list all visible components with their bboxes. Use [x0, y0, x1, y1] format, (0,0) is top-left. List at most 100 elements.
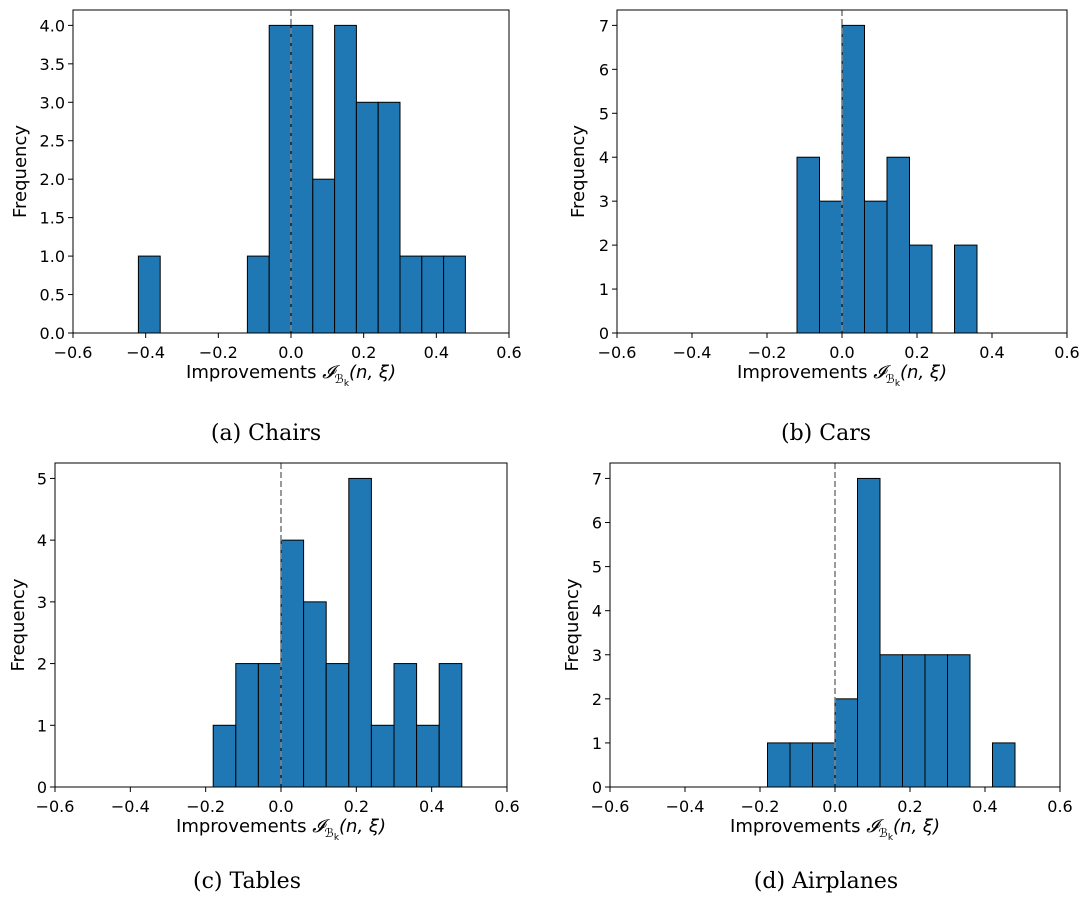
x-tick-label: 0.6	[496, 343, 521, 362]
y-tick-label: 3	[37, 593, 47, 612]
histogram-bar	[212, 724, 237, 788]
histogram-bar	[377, 101, 401, 334]
subfigure-caption: (d) Airplanes	[754, 869, 898, 894]
x-tick-label: −0.4	[126, 343, 165, 362]
y-axis-label: Frequency	[568, 125, 589, 218]
histogram-bar	[438, 663, 463, 788]
x-tick-label: 0.2	[904, 343, 929, 362]
y-tick-label: 0.0	[40, 324, 65, 343]
x-tick-label: 0.6	[494, 797, 519, 816]
histogram-bar	[789, 742, 813, 788]
histogram-bar	[399, 255, 423, 334]
x-axis-label: Improvements 𝓘ℬk(n, ξ)	[186, 362, 396, 389]
histogram-bar	[819, 200, 843, 334]
x-axis-label: Improvements 𝓘ℬk(n, ξ)	[730, 816, 940, 843]
y-tick-label: 6	[592, 514, 602, 533]
histogram-bar	[334, 24, 357, 334]
y-tick-label: 0	[37, 778, 47, 797]
x-tick-label: 0.2	[897, 797, 922, 816]
x-tick-label: −0.4	[111, 797, 150, 816]
x-tick-label: 0.2	[344, 797, 369, 816]
histogram-bar	[864, 200, 888, 334]
x-tick-label: 0.4	[424, 343, 449, 362]
y-tick-label: 3.0	[40, 93, 65, 112]
y-tick-label: 5	[37, 469, 47, 488]
histogram-bar	[280, 539, 305, 788]
histogram-bar	[312, 178, 336, 334]
subfigure-caption: (b) Cars	[781, 421, 871, 446]
y-tick-label: 5	[592, 558, 602, 577]
x-tick-label: 0.0	[268, 797, 293, 816]
y-tick-label: 0	[599, 324, 609, 343]
x-tick-label: 0.6	[1047, 797, 1072, 816]
subfigure-caption: (c) Tables	[193, 869, 301, 894]
histogram-bar	[886, 156, 910, 334]
histogram-bar	[834, 698, 858, 788]
x-tick-label: 0.0	[829, 343, 854, 362]
x-tick-label: 0.4	[972, 797, 997, 816]
y-tick-label: 1.5	[40, 209, 65, 228]
x-tick-label: −0.2	[748, 343, 787, 362]
x-tick-label: 0.4	[419, 797, 444, 816]
y-tick-label: 2.5	[40, 132, 65, 151]
y-tick-label: 0.5	[40, 286, 65, 305]
x-tick-label: −0.6	[54, 343, 93, 362]
histogram-bar	[303, 601, 327, 788]
y-tick-label: 5	[599, 104, 609, 123]
chart-panel-2: −0.6 −0.4 −0.2 0.0 0.2 0.4 0.6 0 1 2 3 4 5 6 7 Frequenc…	[568, 9, 1080, 446]
y-tick-label: 3	[599, 192, 609, 211]
y-tick-label: 1	[599, 280, 609, 299]
x-tick-label: −0.4	[666, 797, 705, 816]
histogram-bar	[421, 255, 445, 334]
histogram-bar	[370, 724, 395, 788]
x-tick-label: −0.6	[598, 343, 637, 362]
y-tick-label: 3	[592, 646, 602, 665]
y-tick-label: 1	[592, 734, 602, 753]
y-tick-label: 2	[37, 655, 47, 674]
histogram-bar	[857, 477, 881, 788]
y-tick-label: 6	[599, 60, 609, 79]
y-tick-label: 3.5	[40, 55, 65, 74]
histogram-bar	[909, 244, 933, 334]
histogram-bar	[924, 654, 948, 788]
chart-panel-3: −0.6 −0.4 −0.2 0.0 0.2 0.4 0.6 0 1 2 3 4 5 Frequency I…	[8, 462, 520, 894]
x-tick-label: 0.4	[979, 343, 1004, 362]
histogram-bar	[812, 742, 836, 788]
x-tick-label: 0.0	[822, 797, 847, 816]
y-tick-label: 4	[599, 148, 609, 167]
chart-panel-4: −0.6 −0.4 −0.2 0.0 0.2 0.4 0.6 0 1 2 3 4 5 6 7 Frequenc…	[562, 462, 1073, 894]
histogram-bar	[954, 244, 978, 334]
histogram-bar	[246, 255, 270, 334]
y-tick-label: 0	[592, 778, 602, 797]
histogram-bar	[879, 654, 903, 788]
y-tick-label: 1	[37, 716, 47, 735]
x-tick-label: 0.0	[278, 343, 303, 362]
x-tick-label: −0.2	[199, 343, 238, 362]
histogram-bar	[796, 156, 820, 334]
x-tick-label: −0.6	[36, 797, 75, 816]
histogram-bar	[290, 24, 314, 334]
y-tick-label: 2	[599, 236, 609, 255]
histogram-bar	[767, 742, 791, 788]
histogram-bar	[902, 654, 926, 788]
histogram-bar	[947, 654, 971, 788]
x-axis-label: Improvements 𝓘ℬk(n, ξ)	[737, 362, 947, 389]
y-tick-label: 4	[592, 602, 602, 621]
histogram-bar	[443, 255, 466, 334]
histogram-bar	[393, 663, 418, 788]
x-tick-label: −0.6	[591, 797, 630, 816]
y-tick-label: 7	[592, 469, 602, 488]
histogram-bar	[235, 663, 259, 788]
x-tick-label: 0.2	[351, 343, 376, 362]
histogram-bar	[355, 101, 379, 334]
histogram-bar	[268, 24, 292, 334]
y-tick-label: 1.0	[40, 247, 65, 266]
y-axis-label: Frequency	[562, 578, 583, 671]
histogram-bar	[325, 663, 350, 788]
histogram-bar	[348, 477, 372, 788]
x-tick-label: −0.2	[741, 797, 780, 816]
x-axis-label: Improvements 𝓘ℬk(n, ξ)	[176, 816, 386, 843]
histogram-bar	[137, 255, 161, 334]
histogram-bar	[992, 742, 1016, 788]
